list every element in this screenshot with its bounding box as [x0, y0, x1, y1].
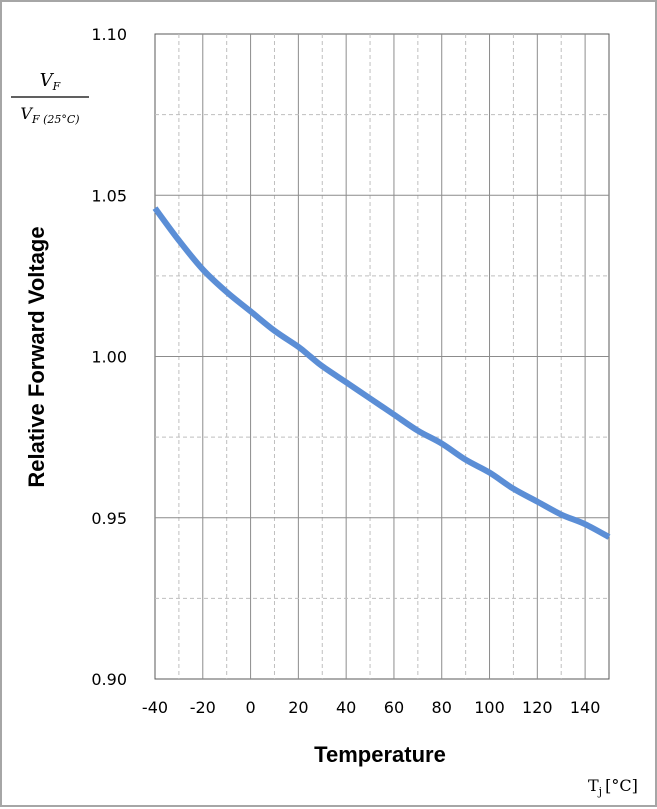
- x-unit-label: Tj [°C]: [588, 776, 638, 798]
- x-axis-title: Temperature: [314, 742, 446, 767]
- y-tick-label: 1.00: [91, 348, 127, 367]
- x-tick-label: 40: [336, 698, 356, 717]
- x-tick-label: 60: [384, 698, 404, 717]
- series-line: [152, 206, 611, 540]
- y-tick-label: 1.05: [91, 186, 127, 205]
- x-tick-label: 140: [570, 698, 601, 717]
- x-tick-label: 0: [245, 698, 255, 717]
- series-group: [152, 206, 611, 540]
- y-axis-title: Relative Forward Voltage: [24, 226, 49, 487]
- x-tick-label: 100: [474, 698, 505, 717]
- x-tick-label: -40: [142, 698, 168, 717]
- y-tick-label: 0.95: [91, 509, 127, 528]
- ratio-denominator: VF (25°C): [20, 104, 79, 126]
- x-tick-labels: -40 -20 0 20 40 60 80 100 120 140: [142, 698, 600, 717]
- ratio-label: VF VF (25°C): [11, 70, 89, 126]
- y-tick-labels: 0.90 0.95 1.00 1.05 1.10: [91, 25, 127, 689]
- x-tick-label: -20: [190, 698, 216, 717]
- grid-lines: [155, 34, 609, 679]
- x-tick-label: 80: [432, 698, 452, 717]
- y-tick-label: 1.10: [91, 25, 127, 44]
- ratio-numerator: VF: [40, 70, 61, 93]
- x-tick-label: 20: [288, 698, 308, 717]
- y-tick-label: 0.90: [91, 670, 127, 689]
- x-tick-label: 120: [522, 698, 553, 717]
